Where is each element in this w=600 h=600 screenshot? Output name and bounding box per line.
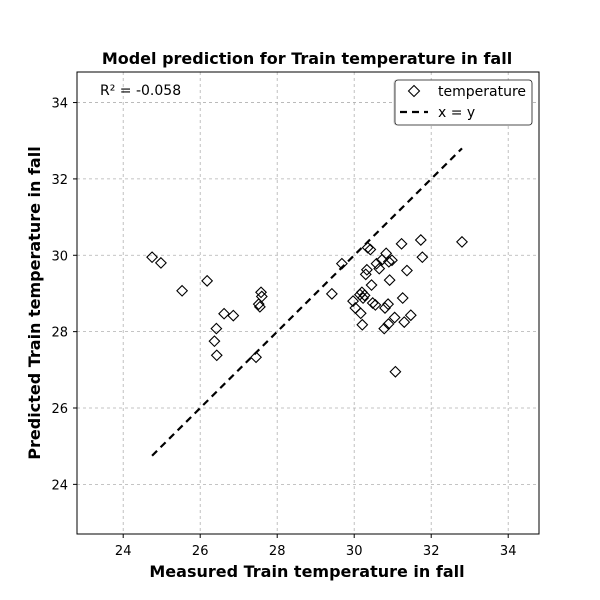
data-point bbox=[356, 318, 369, 331]
data-point bbox=[201, 274, 214, 287]
data-point bbox=[361, 241, 374, 254]
x-tick-label: 28 bbox=[269, 544, 286, 559]
data-point bbox=[360, 263, 373, 276]
x-tick-label: 34 bbox=[500, 544, 517, 559]
data-point bbox=[358, 289, 371, 302]
data-points bbox=[146, 234, 468, 378]
grid bbox=[77, 72, 539, 534]
y-axis-label: Predicted Train temperature in fall bbox=[25, 146, 44, 459]
data-point bbox=[379, 301, 391, 314]
data-point bbox=[389, 365, 402, 378]
data-point bbox=[373, 262, 386, 275]
data-point bbox=[370, 257, 383, 270]
data-point bbox=[210, 349, 223, 362]
ticks: 24 26 28 30 32 34 24 26 28 30 32 34 bbox=[51, 97, 516, 559]
data-point bbox=[378, 322, 391, 335]
data-point bbox=[382, 318, 395, 330]
data-point bbox=[250, 351, 263, 364]
legend-label-temperature: temperature bbox=[438, 84, 526, 100]
data-point bbox=[400, 264, 413, 277]
x-tick-label: 30 bbox=[346, 544, 363, 559]
data-point bbox=[255, 286, 268, 299]
data-point bbox=[364, 243, 377, 256]
legend: temperature x = y bbox=[393, 79, 533, 126]
data-point bbox=[366, 297, 379, 309]
data-point bbox=[395, 237, 408, 250]
data-point bbox=[382, 298, 395, 311]
x-tick-label: 26 bbox=[192, 544, 209, 559]
data-point bbox=[388, 311, 401, 324]
y-tick-label: 24 bbox=[51, 478, 68, 493]
data-point bbox=[382, 255, 395, 268]
y-tick-label: 30 bbox=[51, 249, 68, 264]
y-tick-label: 32 bbox=[51, 173, 68, 188]
data-point bbox=[414, 234, 427, 246]
data-point bbox=[365, 279, 378, 292]
data-point bbox=[385, 254, 398, 267]
y-tick-label: 26 bbox=[51, 402, 68, 417]
data-point bbox=[146, 251, 159, 264]
data-point bbox=[416, 251, 429, 264]
data-point bbox=[396, 292, 409, 305]
data-point bbox=[383, 274, 396, 287]
y-tick-label: 34 bbox=[51, 97, 68, 112]
data-point bbox=[208, 335, 221, 348]
data-point bbox=[176, 284, 189, 297]
data-point bbox=[404, 309, 417, 322]
data-point bbox=[154, 256, 167, 269]
data-point bbox=[253, 300, 266, 313]
reference-line-x-equals-y bbox=[151, 147, 463, 457]
data-point bbox=[335, 257, 348, 270]
data-point bbox=[252, 298, 265, 311]
data-point bbox=[347, 295, 360, 308]
plot-frame bbox=[76, 71, 540, 535]
data-point bbox=[227, 309, 240, 322]
data-point bbox=[325, 287, 338, 300]
x-tick-label: 24 bbox=[115, 544, 132, 559]
y-tick-label: 28 bbox=[51, 326, 68, 341]
legend-marker-diamond bbox=[407, 84, 421, 98]
data-point bbox=[210, 322, 223, 335]
data-point bbox=[456, 235, 468, 248]
r2-annotation: R² = -0.058 bbox=[100, 83, 181, 99]
data-point bbox=[354, 307, 367, 320]
x-tick-label: 32 bbox=[423, 544, 440, 559]
chart-title: Model prediction for Train temperature i… bbox=[102, 49, 512, 68]
x-axis-label: Measured Train temperature in fall bbox=[149, 562, 464, 581]
legend-label-xy: x = y bbox=[438, 105, 475, 121]
data-point bbox=[398, 316, 411, 329]
reference-line-layer bbox=[151, 147, 463, 457]
data-point bbox=[369, 298, 382, 311]
data-point bbox=[218, 307, 231, 320]
data-point bbox=[255, 290, 268, 303]
